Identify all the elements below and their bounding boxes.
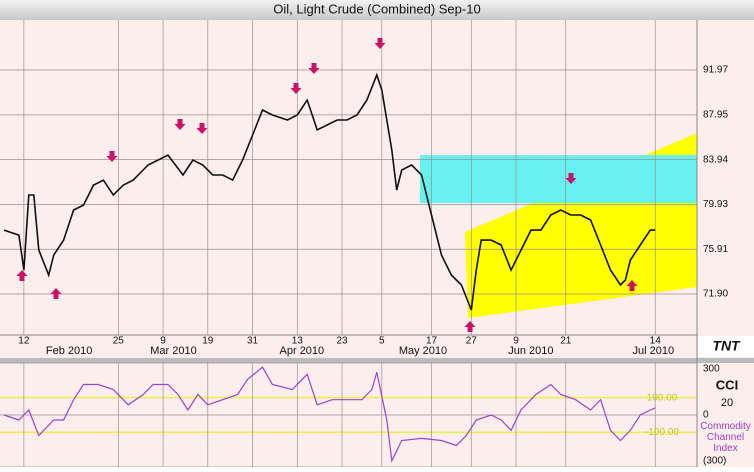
month-label: Feb 2010 [46, 345, 92, 357]
y-tick-label: 91.97 [703, 65, 728, 76]
x-tick-label: 23 [336, 336, 348, 347]
month-label: Jun 2010 [508, 345, 553, 357]
y-tick-label: 100.00 [647, 392, 678, 403]
chart-title: Oil, Light Crude (Combined) Sep-10 [273, 1, 480, 16]
cci-current: 20 [721, 397, 733, 409]
price-line [3, 72, 656, 311]
cci-subtitle: Commodity Channel Index [700, 421, 751, 454]
y-tick-label: 87.95 [703, 110, 728, 121]
logo-box [698, 336, 754, 357]
month-label: May 2010 [399, 345, 447, 357]
x-tick-label: 19 [202, 336, 214, 347]
x-tick-label: 31 [247, 336, 259, 347]
y-tick-label: 0 [703, 410, 709, 421]
x-tick-label: 9 [160, 336, 166, 347]
x-tick-label: 27 [466, 336, 478, 347]
x-tick-label: 12 [18, 336, 30, 347]
y-tick-label: -100.00 [645, 427, 679, 438]
x-tick-label: 9 [513, 336, 519, 347]
y-tick-label: 79.93 [703, 199, 728, 210]
x-tick-label: 25 [113, 336, 125, 347]
x-tick-label: 14 [650, 336, 662, 347]
y-tick-label: 83.94 [703, 154, 728, 165]
y-tick-label: (300) [703, 456, 726, 467]
x-tick-label: 17 [426, 336, 438, 347]
grid [0, 20, 697, 468]
y-tick-label: 71.90 [703, 289, 728, 300]
cci-label: CCI [716, 377, 738, 392]
panel-divider [0, 358, 754, 363]
y-tick-label: 300 [703, 364, 720, 375]
marks [3, 72, 656, 463]
y-tick-label: 75.91 [703, 244, 728, 255]
title-bar [0, 0, 754, 20]
x-tick-label: 13 [292, 336, 304, 347]
month-label: Jul 2010 [632, 345, 674, 357]
cci-line [3, 366, 656, 463]
x-tick-label: 5 [379, 336, 385, 347]
resistance-zone [420, 155, 697, 203]
logo: TNT [712, 338, 741, 354]
month-label: Apr 2010 [280, 345, 325, 357]
x-tick-label: 21 [560, 336, 572, 347]
month-label: Mar 2010 [150, 345, 196, 357]
